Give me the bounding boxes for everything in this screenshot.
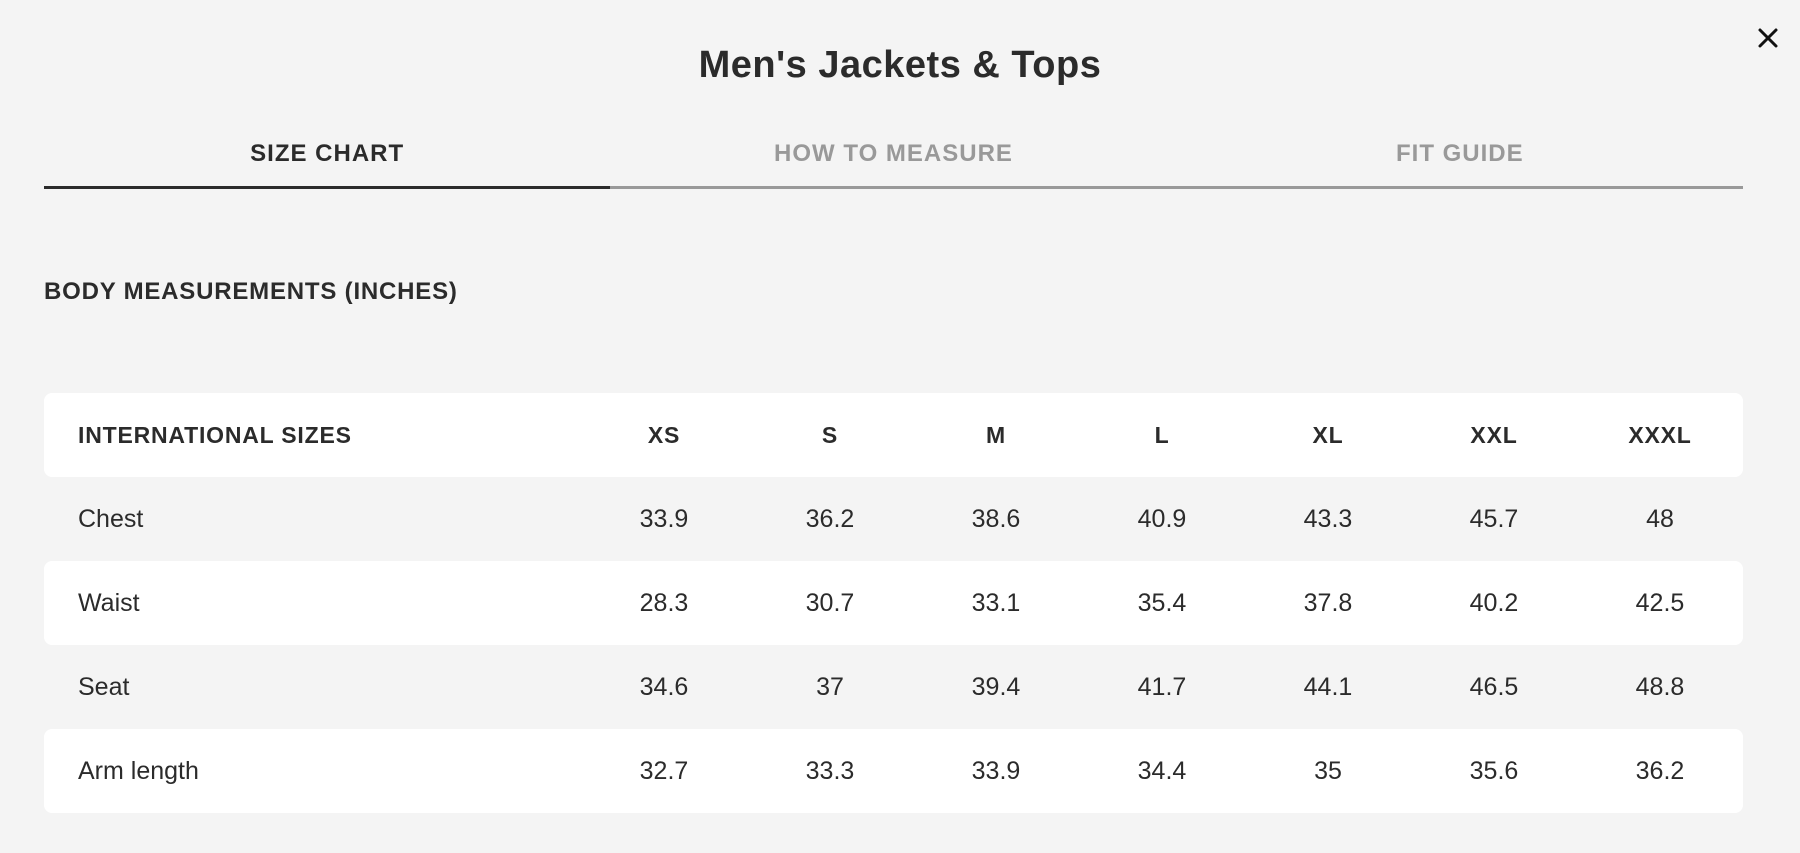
table-row: Arm length 32.7 33.3 33.9 34.4 35 35.6 36.2 xyxy=(44,729,1743,813)
close-button[interactable] xyxy=(1754,24,1782,52)
table-cell: 48 xyxy=(1646,504,1674,533)
section-heading: BODY MEASUREMENTS (INCHES) xyxy=(44,278,458,305)
size-table: INTERNATIONAL SIZES XS S M L XL XXL XXXL Chest… xyxy=(44,393,1743,813)
size-header: XXXL xyxy=(1628,421,1692,448)
page-title: Men's Jackets & Tops xyxy=(698,44,1102,86)
table-cell: 37.8 xyxy=(1303,588,1353,617)
size-header: S xyxy=(821,421,839,448)
tab-fit-guide[interactable]: FIT GUIDE xyxy=(1176,140,1743,189)
table-cell: 41.7 xyxy=(1137,672,1187,701)
table-cell: 46.5 xyxy=(1469,672,1519,701)
tab-how-to-measure[interactable]: HOW TO MEASURE xyxy=(610,140,1177,189)
row-label: Waist xyxy=(78,588,140,617)
table-cell: 30.7 xyxy=(805,588,855,617)
table-cell: 32.7 xyxy=(639,756,689,785)
close-icon xyxy=(1758,28,1778,48)
table-cell: 28.3 xyxy=(639,588,689,617)
header-label: INTERNATIONAL SIZES xyxy=(78,421,352,448)
table-cell: 35 xyxy=(1314,756,1342,785)
table-cell: 34.6 xyxy=(639,672,689,701)
table-row: Chest 33.9 36.2 38.6 40.9 43.3 45.7 48 xyxy=(44,477,1743,561)
table-cell: 45.7 xyxy=(1469,504,1519,533)
table-cell: 34.4 xyxy=(1137,756,1187,785)
size-header: XXL xyxy=(1470,421,1518,448)
size-header: L xyxy=(1154,421,1170,448)
tab-bar: SIZE CHART HOW TO MEASURE FIT GUIDE xyxy=(44,140,1743,189)
table-cell: 36.2 xyxy=(1635,756,1685,785)
table-cell: 35.6 xyxy=(1469,756,1519,785)
table-cell: 33.9 xyxy=(971,756,1021,785)
table-cell: 42.5 xyxy=(1635,588,1685,617)
tab-size-chart[interactable]: SIZE CHART xyxy=(44,140,611,189)
row-label: Chest xyxy=(78,504,144,533)
table-row: Seat 34.6 37 39.4 41.7 44.1 46.5 48.8 xyxy=(44,645,1743,729)
table-cell: 33.3 xyxy=(805,756,855,785)
table-cell: 38.6 xyxy=(971,504,1021,533)
size-header: XL xyxy=(1312,421,1344,448)
table-cell: 44.1 xyxy=(1303,672,1353,701)
table-cell: 40.2 xyxy=(1469,588,1519,617)
table-cell: 33.1 xyxy=(971,588,1021,617)
table-cell: 40.9 xyxy=(1137,504,1187,533)
table-header: INTERNATIONAL SIZES XS S M L XL XXL XXXL xyxy=(44,393,1743,477)
size-header: XS xyxy=(647,421,681,448)
table-cell: 33.9 xyxy=(639,504,689,533)
table-cell: 37 xyxy=(816,672,844,701)
row-label: Arm length xyxy=(78,756,199,785)
size-header: M xyxy=(986,421,1006,448)
table-cell: 43.3 xyxy=(1303,504,1353,533)
row-label: Seat xyxy=(78,672,130,701)
table-cell: 35.4 xyxy=(1137,588,1187,617)
table-cell: 48.8 xyxy=(1635,672,1685,701)
table-cell: 39.4 xyxy=(971,672,1021,701)
table-cell: 36.2 xyxy=(805,504,855,533)
table-row: Waist 28.3 30.7 33.1 35.4 37.8 40.2 42.5 xyxy=(44,561,1743,645)
